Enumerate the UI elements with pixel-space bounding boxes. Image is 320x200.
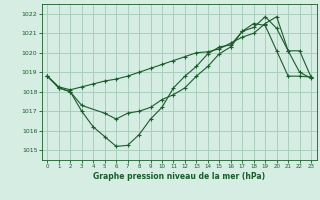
X-axis label: Graphe pression niveau de la mer (hPa): Graphe pression niveau de la mer (hPa)	[93, 172, 265, 181]
